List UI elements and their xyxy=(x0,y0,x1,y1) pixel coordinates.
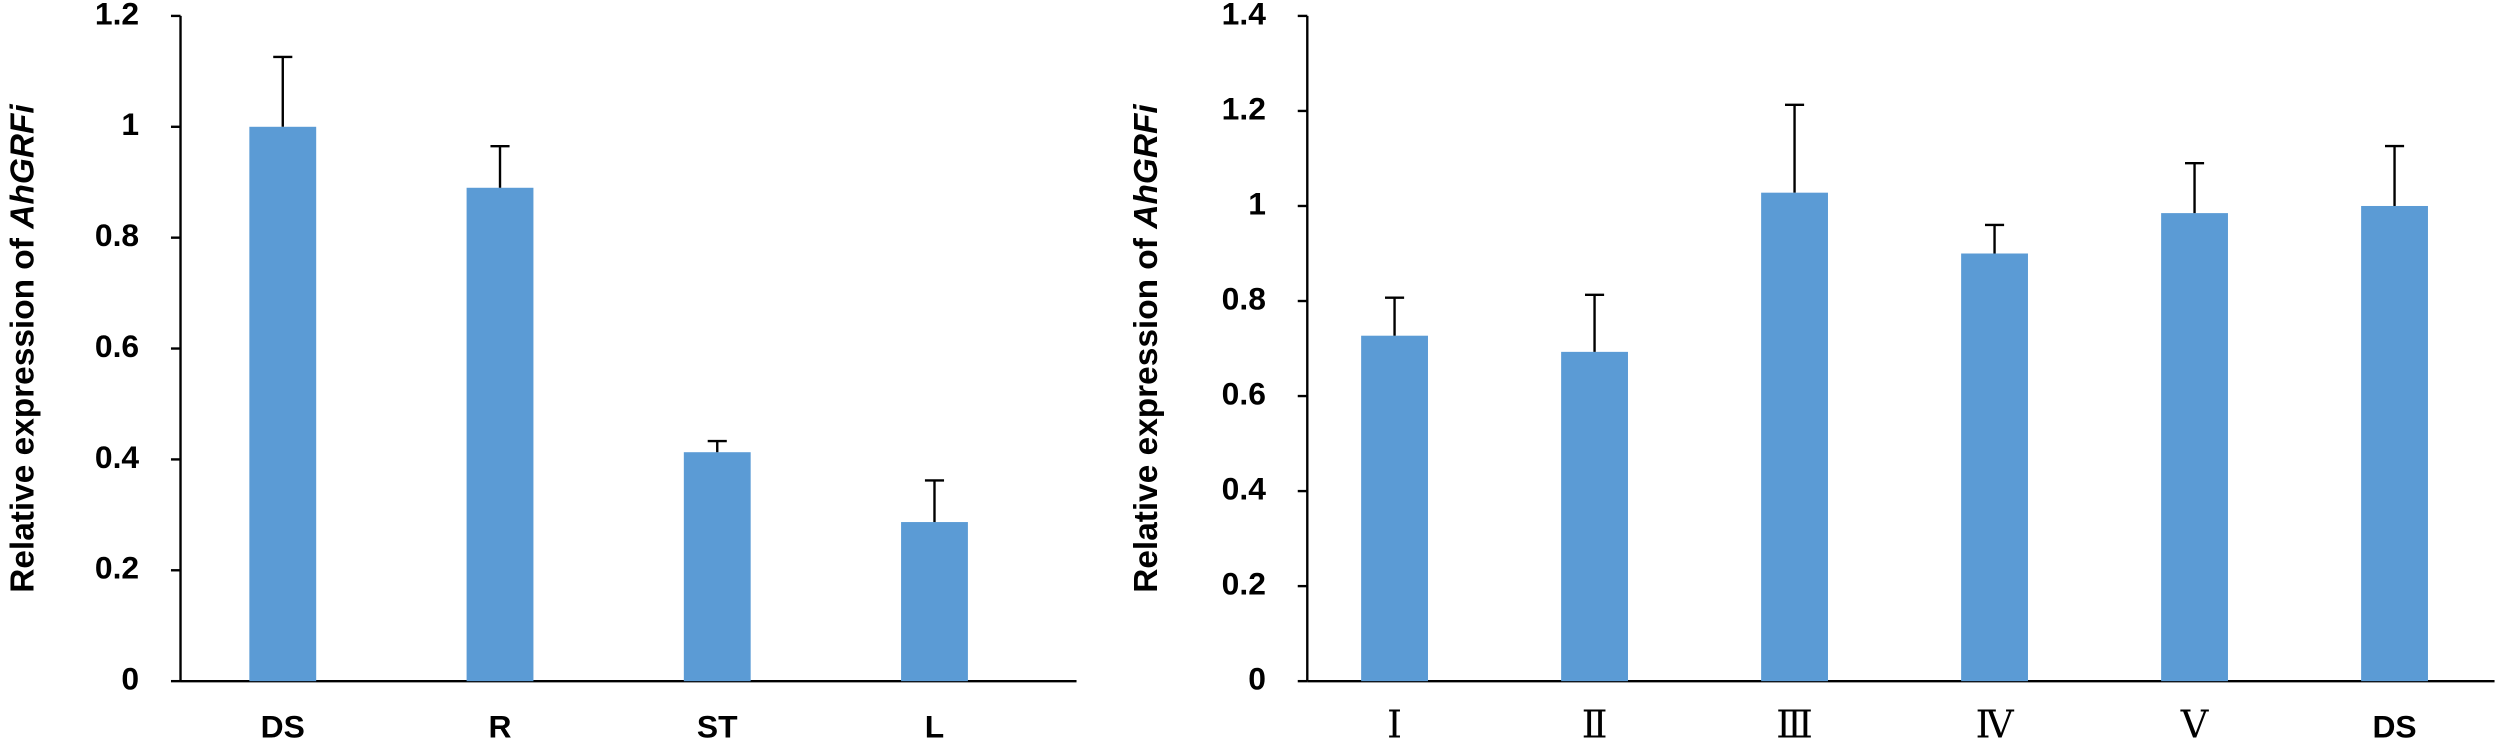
bar xyxy=(2161,213,2228,682)
y-tick-label: 0.6 xyxy=(95,328,139,364)
bar xyxy=(1761,192,1828,682)
x-tick-label: Ⅰ xyxy=(1387,705,1402,747)
y-tick-label: 0 xyxy=(121,661,139,697)
y-tick-label: 0.8 xyxy=(1222,280,1266,316)
x-tick-label: ST xyxy=(697,708,738,744)
bar xyxy=(1561,351,1628,682)
bar xyxy=(901,522,968,682)
bar xyxy=(1361,335,1428,682)
y-tick-label: 0.8 xyxy=(95,217,139,253)
x-tick-label: DS xyxy=(2372,708,2416,744)
y-tick-label: 1.2 xyxy=(95,0,139,31)
y-tick-label: 1 xyxy=(121,106,139,142)
x-tick-label: Ⅱ xyxy=(1582,705,1608,747)
bar xyxy=(683,452,751,682)
y-tick-label: 0 xyxy=(1248,661,1266,697)
y-tick-label: 0.2 xyxy=(1222,566,1266,602)
chart: Relative expression of AhGRFi 0 0.2 0.4 0.6 0.… xyxy=(4,0,1077,744)
y-axis-label: Relative expression of AhGRFi xyxy=(4,104,41,593)
x-tick-label: R xyxy=(489,708,512,744)
x-tick-label: DS xyxy=(261,708,305,744)
x-tick-label: Ⅴ xyxy=(2180,705,2210,747)
x-tick-label: L xyxy=(925,708,944,744)
bar xyxy=(466,187,534,682)
y-tick-label: 0.4 xyxy=(1222,470,1267,506)
y-axis-label: Relative expression of AhGRFi xyxy=(1128,104,1165,593)
y-tick-label: 0.2 xyxy=(95,550,139,586)
y-axis-label-gene: AhGRFi xyxy=(4,104,41,230)
y-tick-label: 1.2 xyxy=(1222,90,1266,126)
y-axis-label-prefix: Relative expression of xyxy=(1128,237,1165,592)
y-axis-label-prefix: Relative expression of xyxy=(4,237,41,592)
y-tick-label: 0.6 xyxy=(1222,375,1266,411)
bar xyxy=(1961,253,2028,682)
y-axis-label-gene: AhGRFi xyxy=(1128,104,1165,230)
bar xyxy=(249,126,317,682)
bar xyxy=(2361,205,2428,682)
x-tick-label: Ⅲ xyxy=(1776,705,1813,747)
chart: Relative expression of AhGRFi 0 0.2 0.4 0.6 0.… xyxy=(1128,0,2495,747)
y-tick-label: 0.4 xyxy=(95,439,140,475)
y-tick-label: 1 xyxy=(1248,185,1266,221)
y-tick-label: 1.4 xyxy=(1222,0,1267,31)
x-tick-label: Ⅳ xyxy=(1975,705,2014,747)
